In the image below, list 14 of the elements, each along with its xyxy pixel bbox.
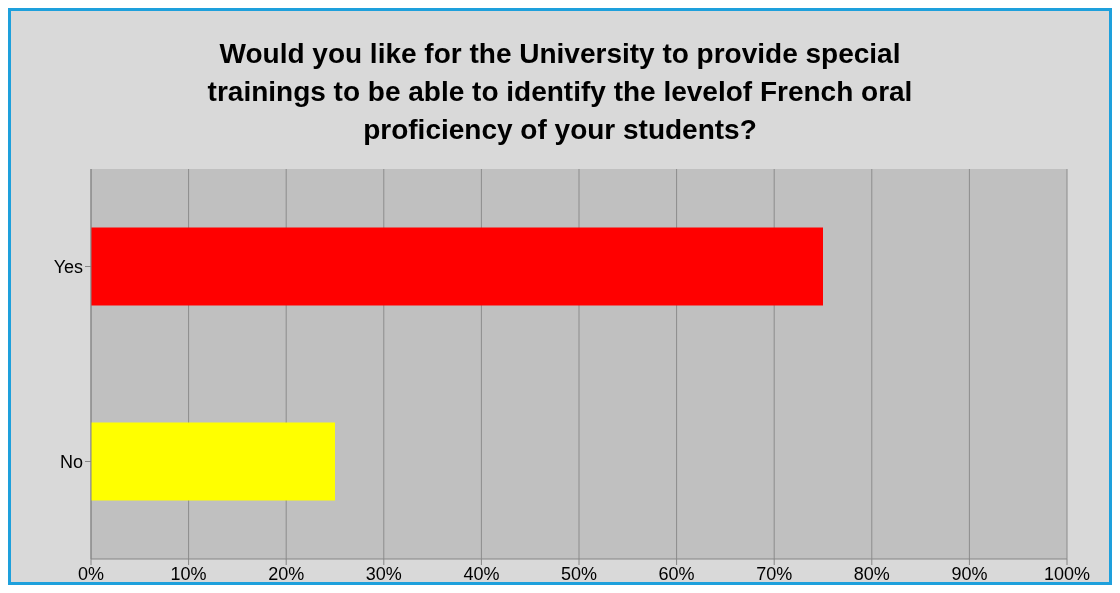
x-tick-label: 80% [853,563,890,584]
x-tick-label: 0% [77,563,105,584]
x-tick-label: 60% [658,563,695,584]
x-tick-label: 20% [268,563,305,584]
x-tick-label: 10% [170,563,207,584]
y-tick-label: Yes [53,256,83,277]
x-tick-label: 40% [463,563,500,584]
x-tick-label: 70% [756,563,793,584]
x-tick-label: 90% [951,563,988,584]
x-tick-label: 50% [560,563,598,584]
y-tick-label: No [59,451,83,472]
chart-title: Would you like for the University to provide special trainings to be able to identify the levelof French oral proficiency of your students? [206,37,914,147]
x-tick-label: 30% [365,563,402,584]
x-tick-label: 100% [1043,563,1091,584]
